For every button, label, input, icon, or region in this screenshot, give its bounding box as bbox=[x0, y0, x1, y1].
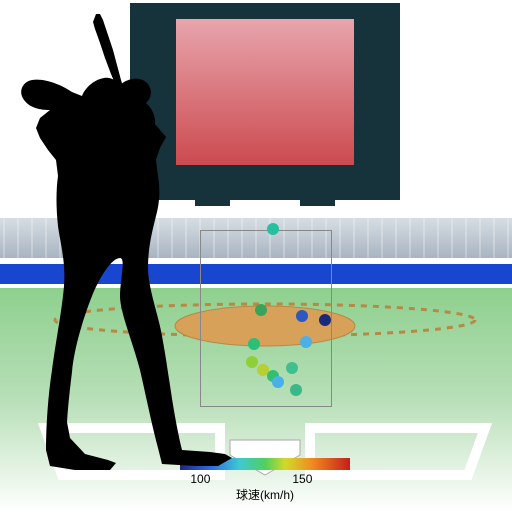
legend-tick: 150 bbox=[292, 472, 312, 486]
pitch-location-chart: 100 150 球速(km/h) bbox=[0, 0, 512, 512]
legend-title: 球速(km/h) bbox=[180, 486, 350, 503]
legend-title-text: 球速(km/h) bbox=[236, 488, 294, 502]
legend-tick: 100 bbox=[190, 472, 210, 486]
legend-ticks: 100 150 bbox=[0, 0, 512, 512]
